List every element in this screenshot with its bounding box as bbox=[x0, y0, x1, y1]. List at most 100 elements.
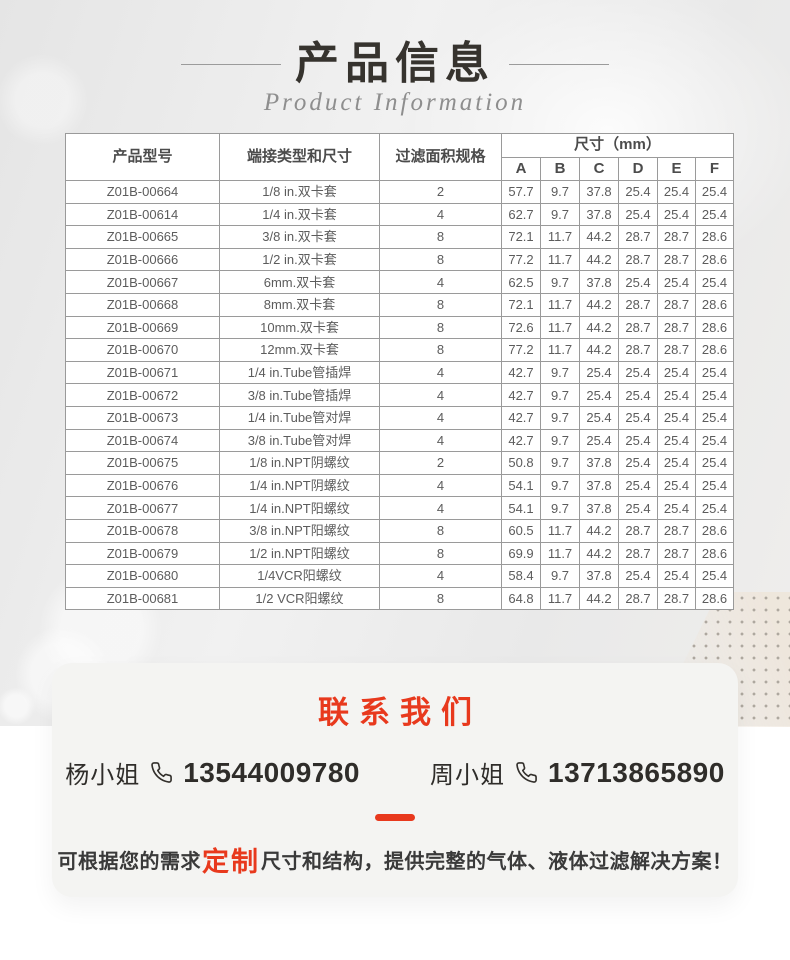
contact-item: 周小姐 13713865890 bbox=[430, 755, 725, 790]
table-cell: 25.4 bbox=[618, 180, 658, 204]
table-cell: 28.7 bbox=[657, 586, 696, 611]
table-cell: 11.7 bbox=[540, 518, 580, 543]
table-cell: 42.7 bbox=[501, 360, 541, 385]
table-cell: Z01B-00670 bbox=[65, 338, 220, 362]
table-cell: 28.7 bbox=[618, 247, 658, 272]
contact-title: 联系我们 bbox=[318, 695, 482, 730]
table-cell: 3/8 in.Tube管对焊 bbox=[219, 428, 380, 453]
page-subtitle: Product Information bbox=[263, 89, 527, 116]
table-cell: 25.4 bbox=[694, 405, 735, 430]
customization-note: 可根据您的需求定制尺寸和结构，提供完整的气体、液体过滤解决方案！ bbox=[52, 840, 738, 879]
col-header-model: 产品型号 bbox=[65, 133, 220, 181]
table-cell: 28.6 bbox=[694, 315, 735, 340]
table-cell: 50.8 bbox=[501, 451, 541, 475]
table-cell: 2 bbox=[379, 451, 502, 475]
table-cell: 28.7 bbox=[618, 586, 658, 611]
table-row: Z01B-00672 3/8 in.Tube管插焊 4 42.7 9.7 25.4 25.4… bbox=[65, 383, 735, 407]
table-cell: 28.6 bbox=[694, 292, 735, 317]
table-cell: 37.8 bbox=[579, 202, 619, 227]
table-cell: Z01B-00673 bbox=[65, 405, 220, 430]
table-body: Z01B-00664 1/8 in.双卡套 2 57.7 9.7 37.8 25.4 25.4… bbox=[65, 180, 735, 611]
table-cell: Z01B-00674 bbox=[65, 428, 220, 453]
table-cell: 25.4 bbox=[694, 202, 735, 227]
col-header-dimensions: 尺寸（mm） bbox=[500, 133, 735, 158]
col-header-termination: 端接类型和尺寸 bbox=[219, 133, 380, 181]
table-cell: Z01B-00614 bbox=[65, 202, 220, 227]
table-cell: 4 bbox=[379, 202, 502, 227]
title-line-right bbox=[509, 63, 609, 65]
table-cell: 37.8 bbox=[579, 564, 619, 588]
table-cell: 8 bbox=[379, 315, 502, 340]
table-row: Z01B-00673 1/4 in.Tube管对焊 4 42.7 9.7 25.4 25.4… bbox=[65, 405, 735, 430]
table-cell: 25.4 bbox=[618, 496, 658, 520]
col-header-dim-c: C bbox=[579, 156, 619, 181]
table-cell: 9.7 bbox=[540, 473, 580, 498]
table-cell: 9.7 bbox=[540, 360, 580, 385]
table-cell: 37.8 bbox=[579, 451, 619, 475]
table-row: Z01B-00671 1/4 in.Tube管插焊 4 42.7 9.7 25.4 25.4… bbox=[65, 360, 735, 385]
table-cell: 4 bbox=[379, 473, 502, 498]
table-cell: 44.2 bbox=[579, 247, 619, 272]
table-cell: 64.8 bbox=[501, 586, 541, 611]
table-cell: 3/8 in.双卡套 bbox=[219, 225, 380, 249]
table-row: Z01B-00614 1/4 in.双卡套 4 62.7 9.7 37.8 25.4 25.4… bbox=[65, 202, 735, 227]
table-cell: 8 bbox=[379, 247, 502, 272]
col-header-dim-d: D bbox=[618, 156, 658, 181]
table-row: Z01B-00679 1/2 in.NPT阳螺纹 8 69.9 11.7 44.2 28.7… bbox=[65, 541, 735, 566]
table-cell: 72.1 bbox=[501, 225, 541, 249]
contact-name: 杨小姐 bbox=[65, 762, 141, 790]
table-cell: 1/4 in.双卡套 bbox=[219, 202, 380, 227]
table-cell: 28.7 bbox=[657, 292, 696, 317]
table-cell: 1/2 VCR阳螺纹 bbox=[219, 586, 380, 611]
table-cell: 54.1 bbox=[501, 496, 541, 520]
table-cell: 25.4 bbox=[618, 202, 658, 227]
table-cell: 9.7 bbox=[540, 383, 580, 407]
table-row: Z01B-00668 8mm.双卡套 8 72.1 11.7 44.2 28.7 28.7 28… bbox=[65, 292, 735, 317]
table-cell: 25.4 bbox=[579, 428, 619, 453]
note-highlight: 定制 bbox=[202, 847, 260, 878]
table-cell: 1/4 in.Tube管插焊 bbox=[219, 360, 380, 385]
col-header-filter-area: 过滤面积规格 bbox=[379, 133, 502, 181]
table-cell: 11.7 bbox=[540, 247, 580, 272]
table-cell: 37.8 bbox=[579, 180, 619, 204]
table-cell: 58.4 bbox=[501, 564, 541, 588]
table-cell: 44.2 bbox=[579, 541, 619, 566]
table-cell: 4 bbox=[379, 405, 502, 430]
table-cell: 25.4 bbox=[694, 564, 735, 588]
table-cell: 28.7 bbox=[657, 338, 696, 362]
table-cell: 25.4 bbox=[579, 360, 619, 385]
table-cell: 25.4 bbox=[579, 383, 619, 407]
note-prefix: 可根据您的需求 bbox=[57, 851, 201, 874]
table-cell: 25.4 bbox=[618, 451, 658, 475]
table-cell: 28.7 bbox=[618, 315, 658, 340]
col-header-dim-e: E bbox=[657, 156, 696, 181]
table-cell: 44.2 bbox=[579, 518, 619, 543]
col-header-dim-f: F bbox=[694, 156, 735, 181]
table-cell: 57.7 bbox=[501, 180, 541, 204]
table-cell: 8 bbox=[379, 338, 502, 362]
table-cell: 25.4 bbox=[657, 496, 696, 520]
table-cell: 1/4VCR阳螺纹 bbox=[219, 564, 380, 588]
table-cell: 9.7 bbox=[540, 202, 580, 227]
table-cell: 25.4 bbox=[657, 405, 696, 430]
table-row: Z01B-00676 1/4 in.NPT阴螺纹 4 54.1 9.7 37.8 25.4 2… bbox=[65, 473, 735, 498]
table-cell: 2 bbox=[379, 180, 502, 204]
contact-card: 联系我们 杨小姐 13544009780 周小姐 13713865890 可根据… bbox=[52, 663, 738, 897]
table-cell: 25.4 bbox=[657, 270, 696, 294]
table-cell: 11.7 bbox=[540, 292, 580, 317]
table-cell: 28.7 bbox=[618, 338, 658, 362]
table-cell: 28.6 bbox=[694, 247, 735, 272]
table-cell: 4 bbox=[379, 564, 502, 588]
phone-icon bbox=[515, 761, 538, 784]
table-cell: 25.4 bbox=[694, 428, 735, 453]
table-cell: 42.7 bbox=[501, 428, 541, 453]
table-cell: 25.4 bbox=[657, 383, 696, 407]
table-cell: 25.4 bbox=[618, 383, 658, 407]
table-cell: 25.4 bbox=[694, 180, 735, 204]
table-cell: 25.4 bbox=[657, 473, 696, 498]
table-cell: Z01B-00668 bbox=[65, 292, 220, 317]
table-row: Z01B-00664 1/8 in.双卡套 2 57.7 9.7 37.8 25.4 25.4… bbox=[65, 180, 735, 204]
table-cell: Z01B-00664 bbox=[65, 180, 220, 204]
table-cell: 12mm.双卡套 bbox=[219, 338, 380, 362]
table-cell: 25.4 bbox=[618, 405, 658, 430]
